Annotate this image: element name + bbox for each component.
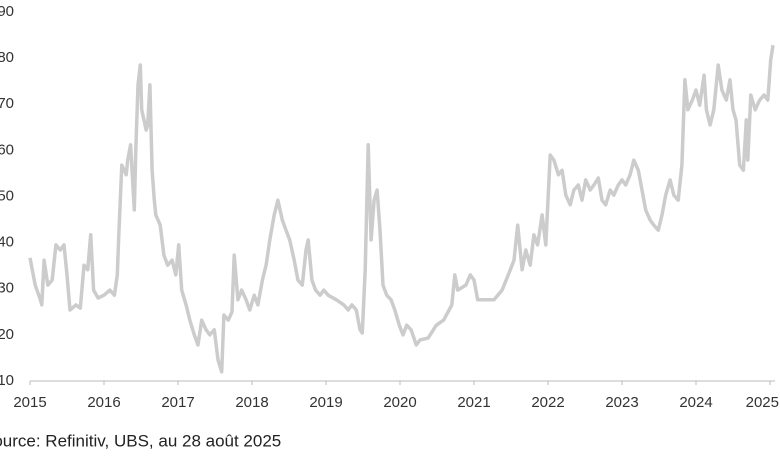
y-tick-label: 60 [0, 141, 14, 158]
y-tick-label: 20 [0, 326, 14, 343]
y-tick-label: 80 [0, 49, 14, 66]
x-tick-label: 2015 [13, 394, 46, 411]
y-tick-label: 40 [0, 234, 14, 251]
y-tick-label: 30 [0, 280, 14, 297]
x-tick-label: 2025 [746, 394, 779, 411]
x-tick-label: 2016 [87, 394, 120, 411]
x-tick-label: 2019 [309, 394, 342, 411]
x-tick-label: 2020 [383, 394, 416, 411]
x-tick-label: 2022 [531, 394, 564, 411]
y-tick-label: 50 [0, 187, 14, 204]
y-tick-label: 90 [0, 3, 14, 20]
source-note: Source: Refinitiv, UBS, au 28 août 2025 [0, 431, 281, 450]
y-tick-label: 10 [0, 372, 14, 389]
y-tick-label: 70 [0, 95, 14, 112]
x-tick-label: 2023 [605, 394, 638, 411]
x-tick-label: 2017 [161, 394, 194, 411]
x-tick-label: 2018 [235, 394, 268, 411]
series-line [28, 44, 775, 374]
x-tick-label: 2024 [679, 394, 712, 411]
x-tick-label: 2021 [457, 394, 490, 411]
